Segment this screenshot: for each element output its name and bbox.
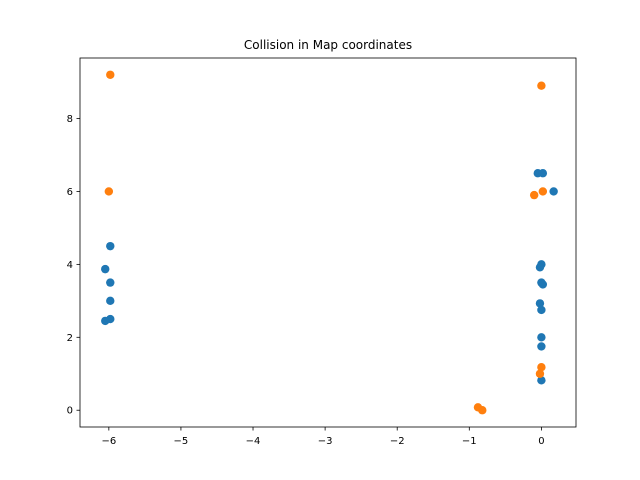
data-point-series-1 xyxy=(101,264,110,274)
x-tick-label: −4 xyxy=(246,436,261,447)
data-point-series-1 xyxy=(106,278,115,287)
points-layer xyxy=(101,70,558,415)
data-point-series-1 xyxy=(537,305,546,315)
plot-frame xyxy=(79,57,577,428)
x-tick-label: −2 xyxy=(390,436,405,447)
data-point-series-2 xyxy=(478,406,487,415)
data-point-series-1 xyxy=(535,299,545,308)
data-point-series-2 xyxy=(538,187,548,196)
data-point-series-1 xyxy=(106,241,115,251)
data-point-series-2 xyxy=(529,190,539,200)
x-tick-label: −1 xyxy=(462,436,477,447)
data-point-series-2 xyxy=(104,187,114,196)
data-point-series-2 xyxy=(537,81,546,90)
data-point-series-1 xyxy=(537,333,546,342)
y-tick-label: 6 xyxy=(67,187,73,198)
y-tick-label: 2 xyxy=(67,333,73,344)
data-point-series-2 xyxy=(106,70,115,79)
x-tick-label: 0 xyxy=(538,436,544,447)
data-point-series-1 xyxy=(535,263,545,272)
x-tick-label: −3 xyxy=(318,436,333,447)
data-point-series-2 xyxy=(537,363,546,372)
data-point-series-1 xyxy=(538,280,548,289)
data-point-series-1 xyxy=(537,342,546,351)
data-point-series-1 xyxy=(106,296,115,306)
data-point-series-1 xyxy=(101,316,110,326)
axes-layer: −6 −5 −4 −3 −2 −1 0 0 2 4 6 8 xyxy=(67,57,577,447)
chart-title: Collision in Map coordinates xyxy=(244,38,412,52)
y-tick-label: 0 xyxy=(67,406,73,417)
data-point-series-1 xyxy=(538,169,548,178)
data-point-series-2 xyxy=(535,369,545,378)
x-tick-label: −6 xyxy=(101,436,116,447)
data-point-series-1 xyxy=(549,187,558,196)
x-tick-label: −5 xyxy=(174,436,189,447)
data-point-series-1 xyxy=(537,376,546,385)
y-tick-label: 4 xyxy=(67,260,73,271)
y-tick-label: 8 xyxy=(67,114,73,125)
